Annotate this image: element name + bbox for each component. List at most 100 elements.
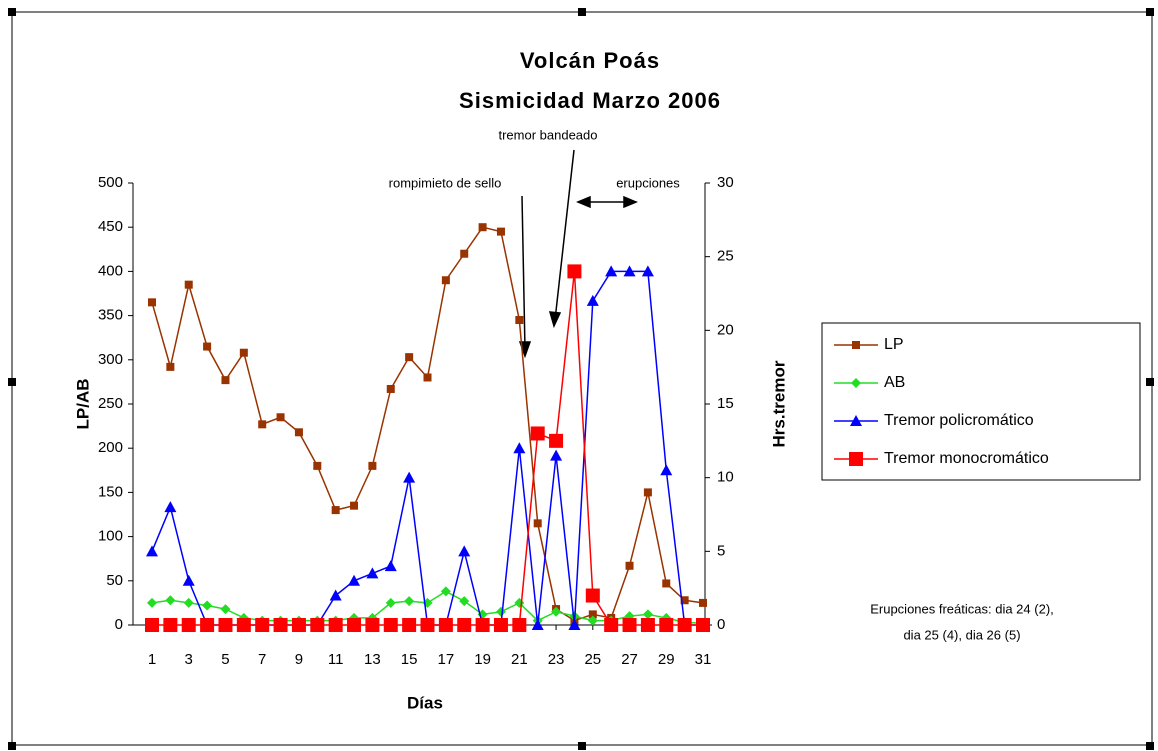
marker bbox=[640, 618, 655, 632]
x-tick-label: 15 bbox=[401, 651, 418, 668]
marker bbox=[530, 426, 545, 441]
y2-tick-label: 20 bbox=[717, 321, 734, 338]
marker bbox=[163, 618, 178, 632]
marker bbox=[457, 618, 472, 632]
x-tick-label: 1 bbox=[148, 651, 156, 668]
y-tick-label: 50 bbox=[106, 572, 123, 589]
y-tick-label: 350 bbox=[98, 307, 123, 324]
marker bbox=[531, 619, 544, 630]
marker bbox=[404, 596, 415, 607]
annotation: rompimieto de sello bbox=[389, 175, 502, 190]
legend-label: AB bbox=[884, 374, 905, 391]
marker bbox=[680, 596, 689, 605]
marker bbox=[182, 574, 195, 586]
x-tick-label: 7 bbox=[258, 651, 266, 668]
marker bbox=[420, 618, 435, 632]
marker bbox=[402, 618, 417, 632]
x-tick-label: 29 bbox=[658, 651, 675, 668]
marker bbox=[276, 413, 285, 422]
y-tick-label: 300 bbox=[98, 351, 123, 368]
marker bbox=[200, 618, 215, 632]
marker bbox=[440, 586, 451, 597]
note: dia 25 (4), dia 26 (5) bbox=[903, 627, 1020, 642]
y-tick-label: 450 bbox=[98, 218, 123, 235]
x-axis-title: Días bbox=[407, 693, 443, 712]
x-tick-label: 17 bbox=[438, 651, 455, 668]
marker bbox=[460, 249, 469, 258]
marker bbox=[294, 428, 303, 437]
marker bbox=[605, 265, 618, 277]
marker bbox=[202, 600, 213, 611]
marker bbox=[384, 560, 397, 572]
marker bbox=[493, 618, 508, 632]
marker bbox=[459, 596, 470, 607]
marker bbox=[586, 294, 599, 306]
marker bbox=[148, 298, 156, 307]
marker bbox=[183, 597, 194, 608]
y-tick-label: 100 bbox=[98, 528, 123, 545]
marker bbox=[441, 276, 450, 285]
y2-tick-label: 30 bbox=[717, 174, 734, 191]
y2-axis-title: Hrs.tremor bbox=[769, 360, 788, 447]
marker bbox=[623, 265, 636, 277]
marker bbox=[331, 506, 340, 515]
marker bbox=[513, 442, 526, 454]
title: Sismicidad Marzo 2006 bbox=[459, 88, 721, 113]
marker bbox=[239, 348, 248, 357]
marker bbox=[495, 606, 506, 617]
marker bbox=[622, 618, 637, 632]
marker bbox=[329, 589, 342, 601]
marker bbox=[385, 597, 396, 608]
marker bbox=[587, 615, 598, 626]
marker bbox=[423, 373, 432, 382]
marker bbox=[236, 618, 251, 632]
marker bbox=[165, 595, 176, 606]
marker bbox=[568, 619, 581, 630]
marker bbox=[405, 353, 414, 362]
marker bbox=[585, 588, 600, 603]
marker bbox=[258, 420, 267, 429]
y2-tick-label: 25 bbox=[717, 248, 734, 265]
marker bbox=[478, 223, 487, 232]
marker bbox=[366, 567, 379, 579]
legend-marker bbox=[852, 341, 860, 349]
marker bbox=[677, 618, 692, 632]
marker bbox=[368, 461, 377, 470]
marker bbox=[458, 545, 471, 557]
marker bbox=[625, 561, 634, 570]
y-tick-label: 500 bbox=[98, 174, 123, 191]
y2-tick-label: 0 bbox=[717, 616, 725, 633]
marker bbox=[588, 610, 597, 619]
marker bbox=[533, 519, 542, 528]
marker bbox=[699, 598, 707, 607]
marker bbox=[550, 449, 563, 461]
marker bbox=[643, 488, 652, 497]
marker bbox=[515, 316, 524, 325]
legend-label: LP bbox=[884, 336, 904, 353]
marker bbox=[475, 618, 490, 632]
marker bbox=[604, 618, 619, 632]
marker bbox=[641, 265, 654, 277]
marker bbox=[403, 471, 416, 483]
x-tick-label: 9 bbox=[295, 651, 303, 668]
y2-tick-label: 10 bbox=[717, 469, 734, 486]
title: Volcán Poás bbox=[520, 48, 660, 73]
marker bbox=[313, 461, 322, 470]
marker bbox=[221, 376, 230, 385]
x-tick-label: 11 bbox=[328, 651, 344, 668]
x-tick-label: 3 bbox=[185, 651, 193, 668]
marker bbox=[659, 618, 674, 632]
legend-label: Tremor policromático bbox=[884, 412, 1034, 429]
annotation: erupciones bbox=[616, 175, 680, 190]
legend-marker bbox=[849, 452, 863, 466]
x-tick-label: 23 bbox=[548, 651, 565, 668]
annotation-arrows bbox=[518, 149, 638, 359]
x-tick-label: 31 bbox=[695, 651, 712, 668]
legend-marker bbox=[851, 378, 861, 388]
marker bbox=[218, 618, 233, 632]
marker bbox=[255, 618, 270, 632]
marker bbox=[291, 618, 306, 632]
y-tick-label: 200 bbox=[98, 439, 123, 456]
marker bbox=[145, 618, 159, 632]
